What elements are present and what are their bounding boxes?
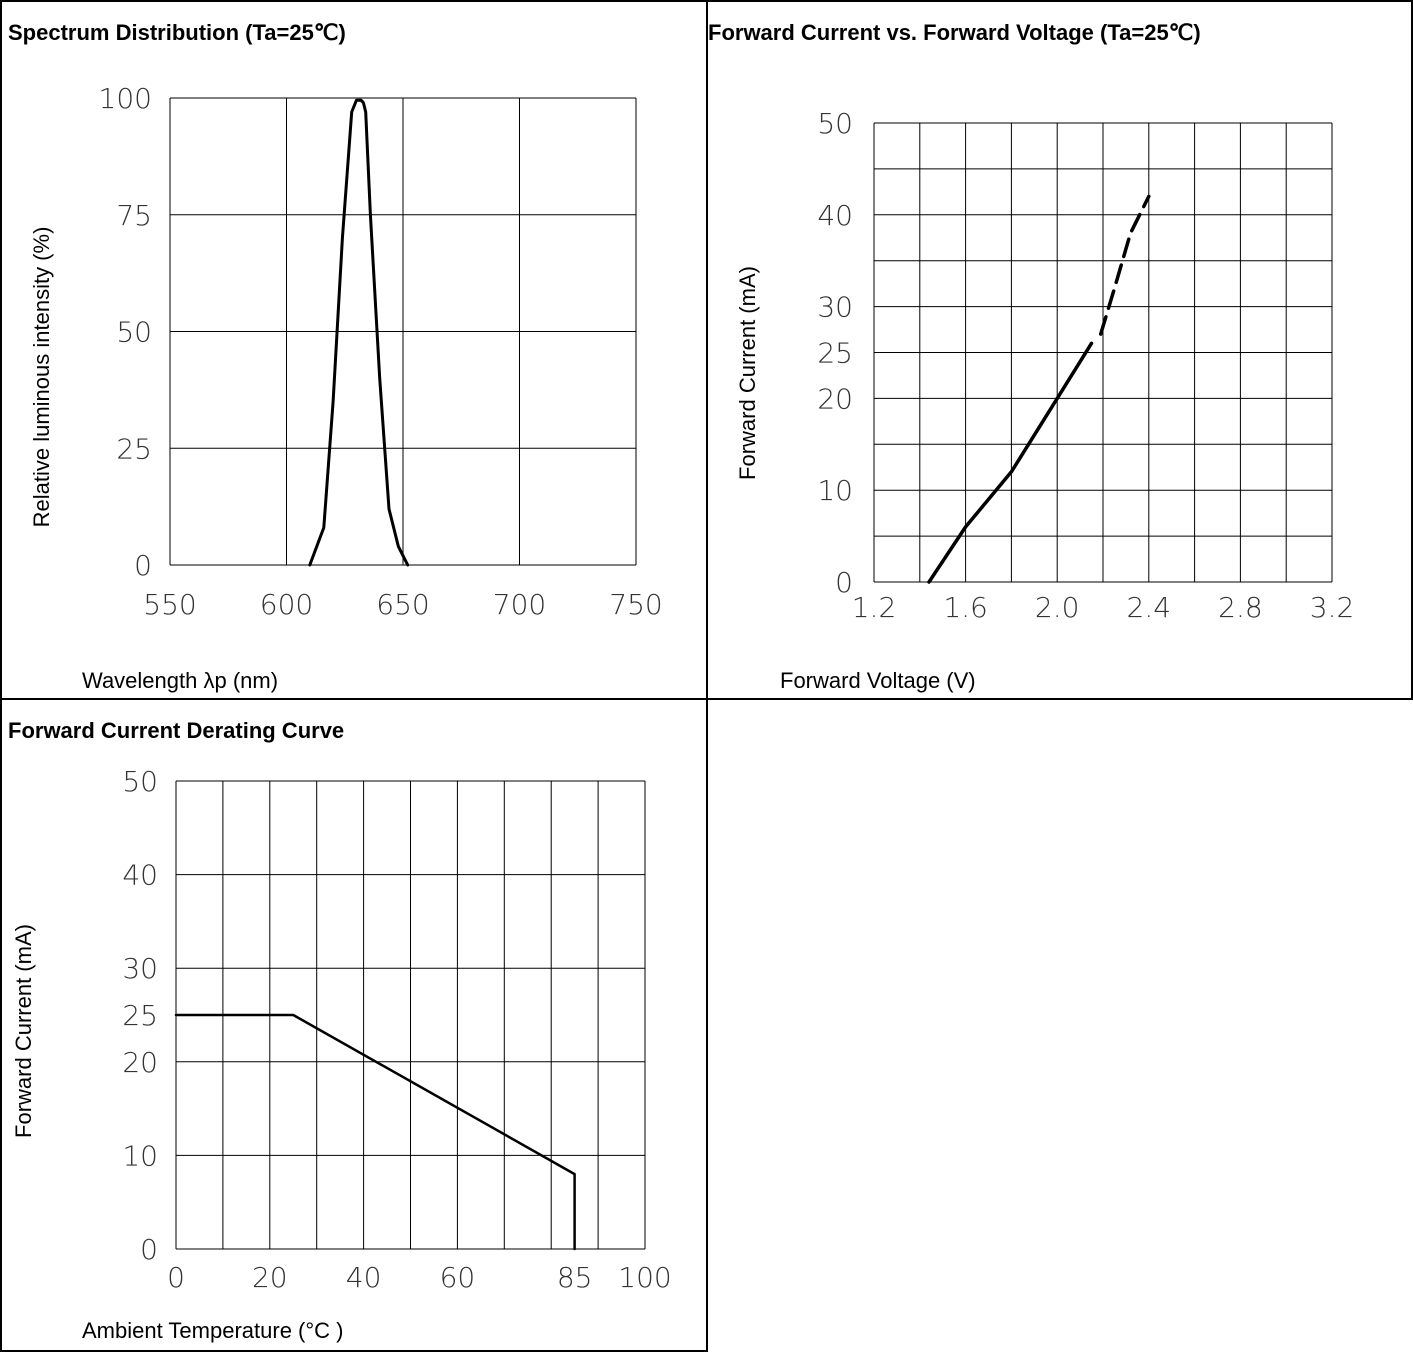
series-line-solid [308,98,410,567]
series-line-solid [174,1013,576,1251]
x-tick-label: 1.2 [852,591,897,624]
x-tick-label: 2.8 [1218,591,1263,624]
chart-title: Spectrum Distribution (Ta=25℃) [8,20,346,45]
x-tick-label: 85 [557,1261,593,1294]
x-tick-label: 700 [493,588,546,621]
spectrum-plot: 550 600 650 700 750 0 25 50 75 100 [99,82,663,621]
y-tick-label: 20 [817,382,853,415]
series-line-solid [927,341,1094,584]
x-tick-label: 2.0 [1035,591,1080,624]
x-tick-label: 2.4 [1127,591,1172,624]
y-tick-label: 10 [122,1139,158,1172]
x-tick-label: 650 [376,588,429,621]
x-tick-label: 750 [609,588,662,621]
y-tick-label: 20 [122,1046,158,1079]
derating-chart-panel: Forward Current Derating Curve 0 20 40 60 85… [0,698,708,1352]
y-tick-label: 0 [134,549,152,582]
iv-plot: 1.2 1.6 2.0 2.4 2.8 3.2 0 10 20 25 30 40 50 [817,107,1355,624]
derating-plot: 0 20 40 60 85 100 0 10 20 25 30 40 50 [122,765,671,1294]
x-tick-label: 40 [346,1261,382,1294]
y-tick-label: 50 [122,765,158,798]
y-tick-label: 0 [140,1233,158,1266]
x-axis-label: Ambient Temperature (°C ) [82,1318,344,1343]
y-axis-label: Forward Current (mA) [735,266,760,480]
x-tick-label: 3.2 [1310,591,1355,624]
x-tick-label: 600 [260,588,313,621]
y-tick-label: 25 [116,432,152,465]
y-tick-label: 100 [99,82,152,115]
spectrum-chart-panel: Spectrum Distribution (Ta=25℃) 550 600 650… [0,0,708,700]
y-tick-label: 40 [817,199,853,232]
x-tick-label: 60 [440,1261,476,1294]
y-tick-label: 25 [122,999,158,1032]
y-axis-label: Relative luminous intensity (%) [29,226,54,528]
y-tick-label: 50 [116,316,152,349]
y-tick-label: 10 [817,474,853,507]
series-line-dashed [1098,194,1151,336]
y-tick-label: 75 [116,199,152,232]
x-tick-label: 20 [252,1261,288,1294]
y-tick-label: 40 [122,859,158,892]
chart-title: Forward Current Derating Curve [8,718,345,743]
y-axis-label: Forward Current (mA) [11,924,36,1138]
y-tick-label: 30 [817,291,853,324]
y-tick-label: 30 [122,952,158,985]
x-tick-label: 0 [167,1261,185,1294]
chart-title: Forward Current vs. Forward Voltage (Ta=… [708,20,1201,45]
y-tick-label: 25 [817,337,853,370]
x-tick-label: 100 [618,1261,671,1294]
y-tick-label: 50 [817,107,853,140]
x-tick-label: 1.6 [943,591,988,624]
y-tick-label: 0 [835,566,853,599]
x-tick-label: 550 [143,588,196,621]
iv-chart-panel: Forward Current vs. Forward Voltage (Ta=… [706,0,1413,700]
x-axis-label: Wavelength λp (nm) [82,668,279,693]
x-axis-label: Forward Voltage (V) [780,668,976,693]
